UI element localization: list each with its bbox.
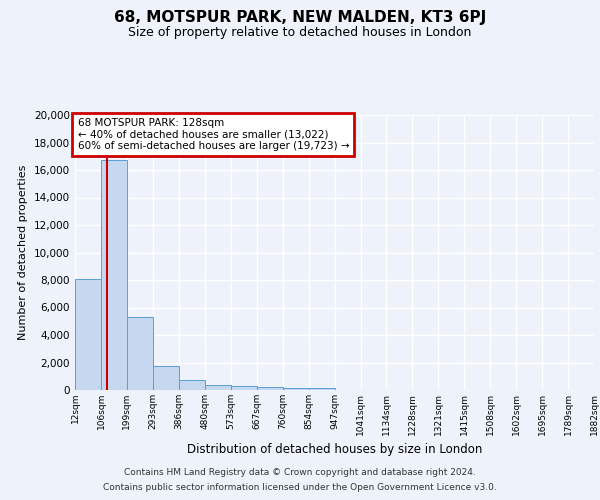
Bar bbox=[283, 388, 308, 390]
Bar bbox=[127, 317, 153, 390]
Bar bbox=[257, 387, 283, 390]
X-axis label: Distribution of detached houses by size in London: Distribution of detached houses by size … bbox=[187, 443, 482, 456]
Y-axis label: Number of detached properties: Number of detached properties bbox=[19, 165, 28, 340]
Bar bbox=[205, 385, 230, 390]
Text: Contains HM Land Registry data © Crown copyright and database right 2024.: Contains HM Land Registry data © Crown c… bbox=[124, 468, 476, 477]
Text: Size of property relative to detached houses in London: Size of property relative to detached ho… bbox=[128, 26, 472, 39]
Bar bbox=[153, 366, 179, 390]
Bar bbox=[179, 380, 205, 390]
Text: 68 MOTSPUR PARK: 128sqm
← 40% of detached houses are smaller (13,022)
60% of sem: 68 MOTSPUR PARK: 128sqm ← 40% of detache… bbox=[77, 118, 349, 151]
Bar bbox=[101, 160, 127, 390]
Text: Contains public sector information licensed under the Open Government Licence v3: Contains public sector information licen… bbox=[103, 483, 497, 492]
Bar bbox=[75, 278, 101, 390]
Bar bbox=[308, 388, 335, 390]
Bar bbox=[230, 386, 257, 390]
Text: 68, MOTSPUR PARK, NEW MALDEN, KT3 6PJ: 68, MOTSPUR PARK, NEW MALDEN, KT3 6PJ bbox=[114, 10, 486, 25]
